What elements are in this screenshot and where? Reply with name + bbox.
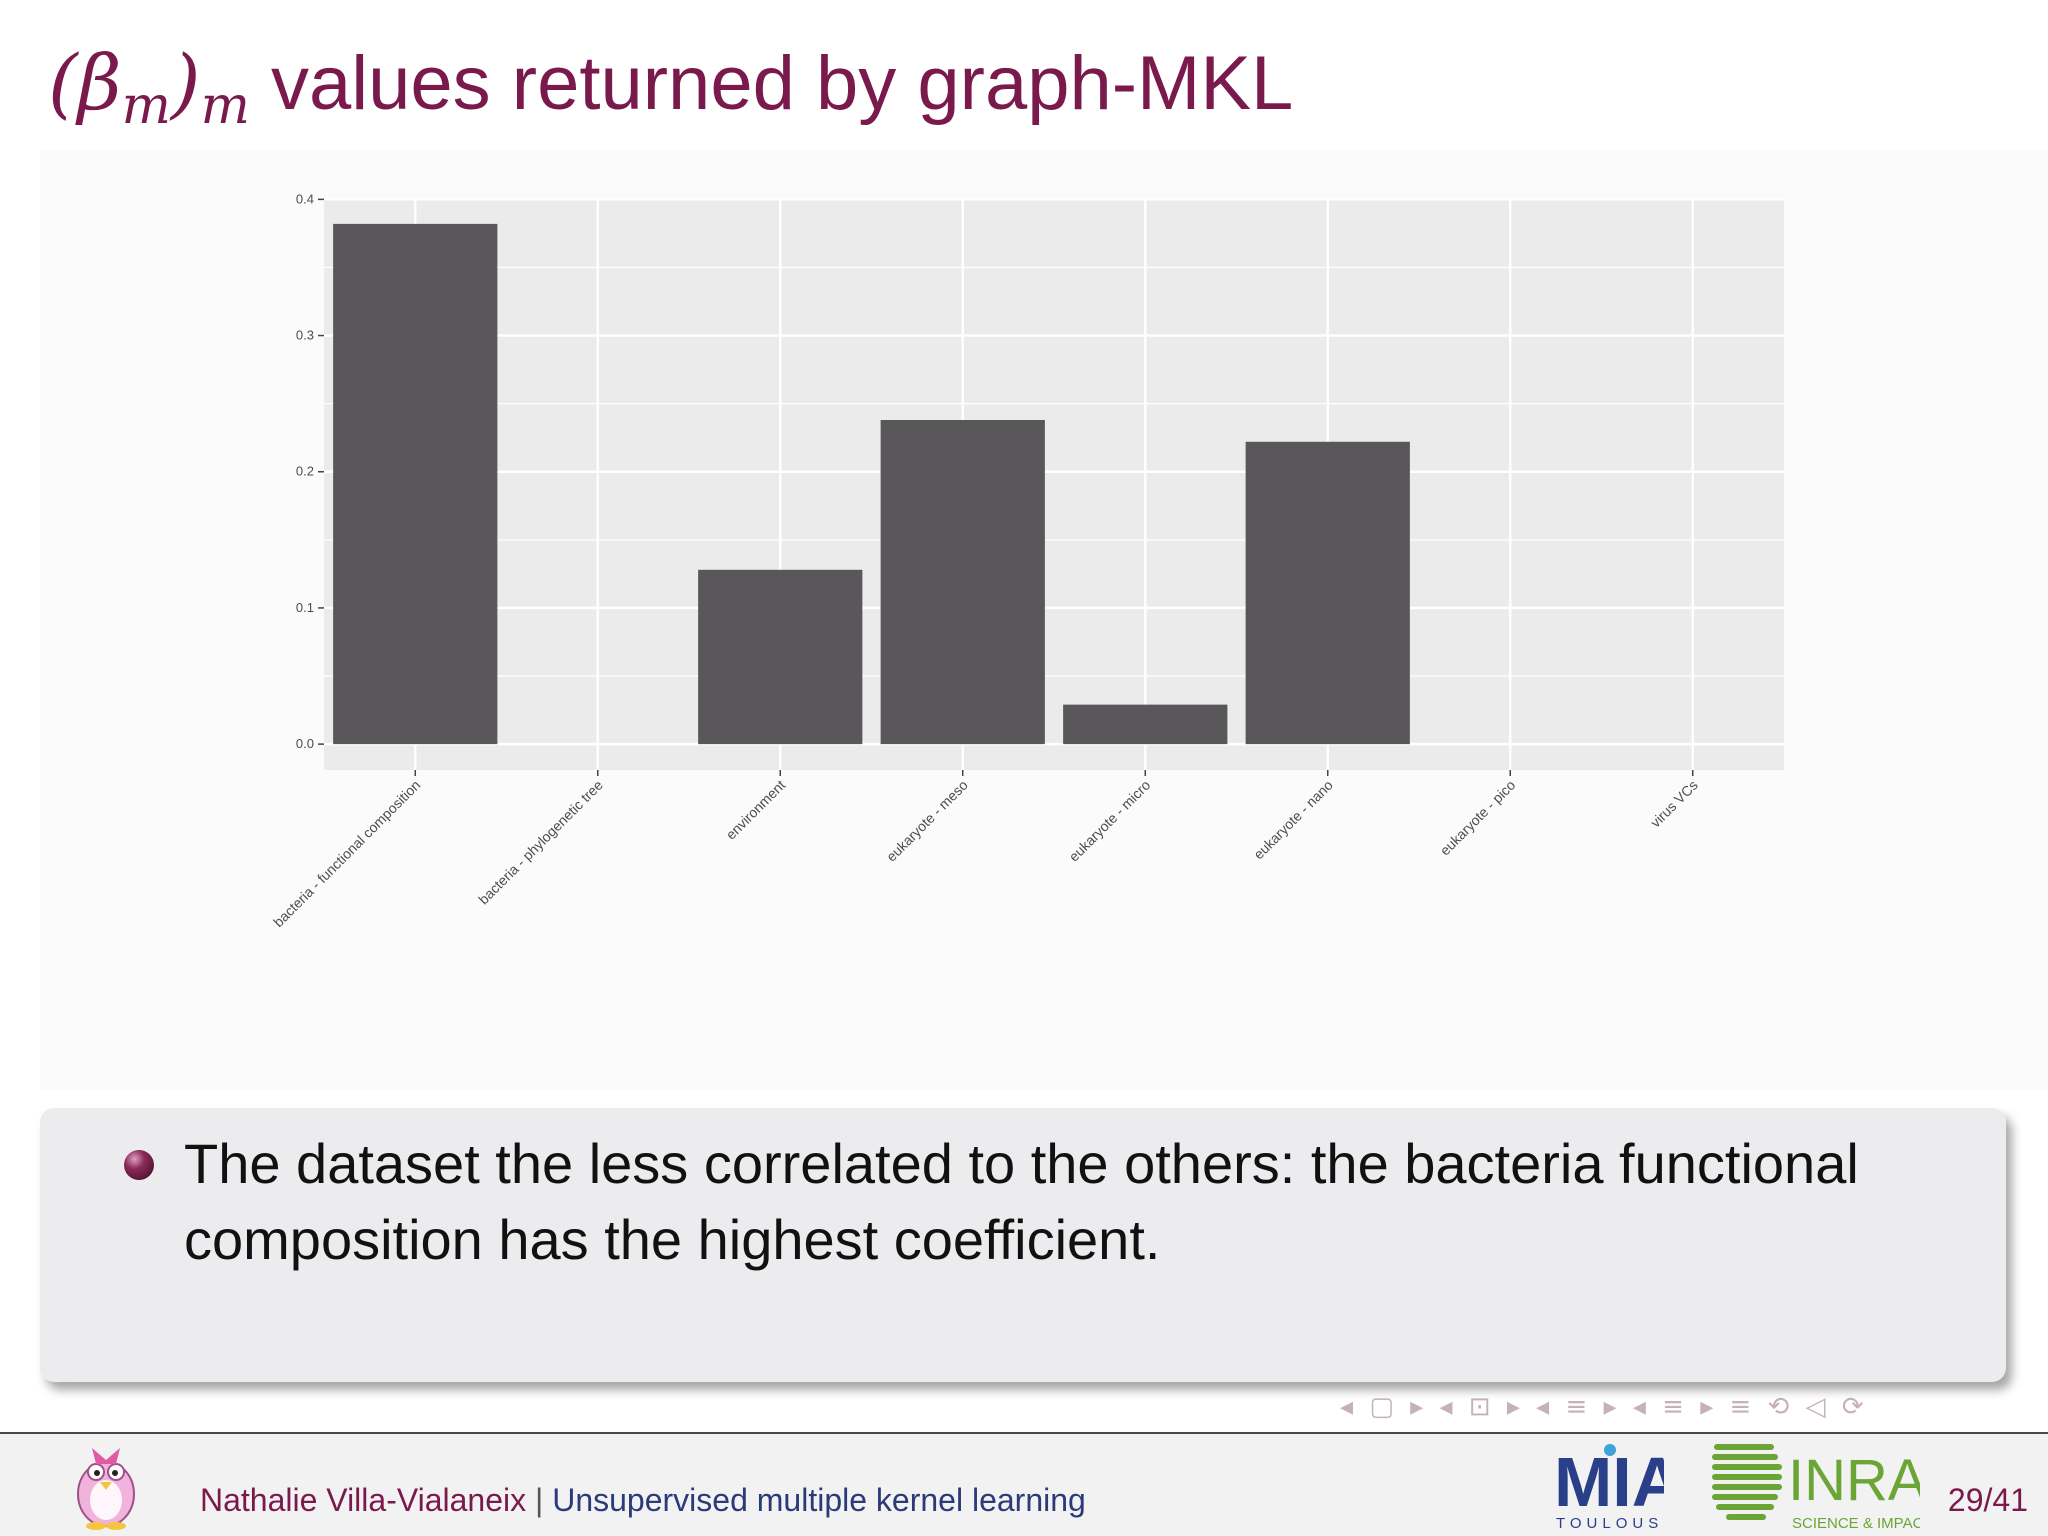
x-tick-label: bacteria - functional composition bbox=[270, 777, 423, 930]
x-tick-label: eukaryote - pico bbox=[1437, 777, 1519, 859]
bar bbox=[698, 569, 863, 745]
x-tick-label: eukaryote - meso bbox=[883, 777, 971, 865]
mia-logo-icon: MIA TOULOUSE bbox=[1554, 1443, 1664, 1532]
x-tick-label: eukaryote - micro bbox=[1066, 777, 1154, 865]
page-number: 29/41 bbox=[1947, 1482, 2028, 1518]
block-text: The dataset the less correlated to the o… bbox=[184, 1132, 1859, 1271]
slide-title: (βm)m values returned by graph-MKL bbox=[48, 38, 1294, 136]
exampleblock: The dataset the less correlated to the o… bbox=[40, 1108, 2006, 1382]
y-tick-label: 0.0 bbox=[296, 736, 314, 751]
mia-logo-subtext: TOULOUSE bbox=[1556, 1515, 1664, 1532]
footer-rule bbox=[0, 1432, 2048, 1434]
y-tick-label: 0.2 bbox=[296, 464, 314, 479]
x-tick-label: eukaryote - nano bbox=[1250, 777, 1336, 863]
y-tick-label: 0.4 bbox=[296, 191, 314, 206]
bar bbox=[1063, 704, 1228, 745]
mia-logo-letters: MIA bbox=[1554, 1443, 1664, 1521]
title-text: values returned by graph-MKL bbox=[249, 41, 1294, 126]
y-tick-label: 0.3 bbox=[296, 328, 314, 343]
inra-logo-subtext: SCIENCE & IMPACT bbox=[1792, 1515, 1920, 1532]
footer-author: Nathalie Villa-Vialaneix bbox=[200, 1482, 527, 1518]
x-tick-label: bacteria - phylogenetic tree bbox=[475, 777, 606, 908]
bar bbox=[1245, 441, 1410, 745]
footer-separator: | bbox=[526, 1482, 553, 1518]
inra-logo-letters: INRA bbox=[1788, 1448, 1920, 1513]
y-tick-label: 0.1 bbox=[296, 600, 314, 615]
bullet-icon bbox=[124, 1150, 154, 1180]
inra-logo-icon: INRA SCIENCE & IMPACT bbox=[1712, 1444, 1920, 1532]
x-tick-label: virus VCs bbox=[1647, 777, 1701, 831]
figure-area: 0.0 0.1 0.2 0.3 0.4 bacteria - functional com… bbox=[40, 150, 2048, 1090]
penguin-logo-icon bbox=[77, 1448, 135, 1530]
bar bbox=[333, 223, 498, 745]
bar bbox=[880, 419, 1045, 745]
footer-text: Nathalie Villa-Vialaneix | Unsupervised … bbox=[200, 1482, 1086, 1519]
bar-chart: 0.0 0.1 0.2 0.3 0.4 bacteria - functional com… bbox=[270, 191, 1784, 930]
x-tick-label: environment bbox=[723, 777, 789, 843]
footer-bar bbox=[0, 1434, 2048, 1536]
plot-panel bbox=[324, 198, 1784, 770]
beamer-navigation-symbols[interactable]: ◂ ▢ ▸ ◂ ⊡ ▸ ◂ ≡ ▸ ◂ ≡ ▸ ≡ ⟲ ◁ ⟳ bbox=[1340, 1392, 1868, 1422]
title-math: (βm)m bbox=[48, 38, 250, 136]
footer-talk-title: Unsupervised multiple kernel learning bbox=[552, 1482, 1086, 1518]
